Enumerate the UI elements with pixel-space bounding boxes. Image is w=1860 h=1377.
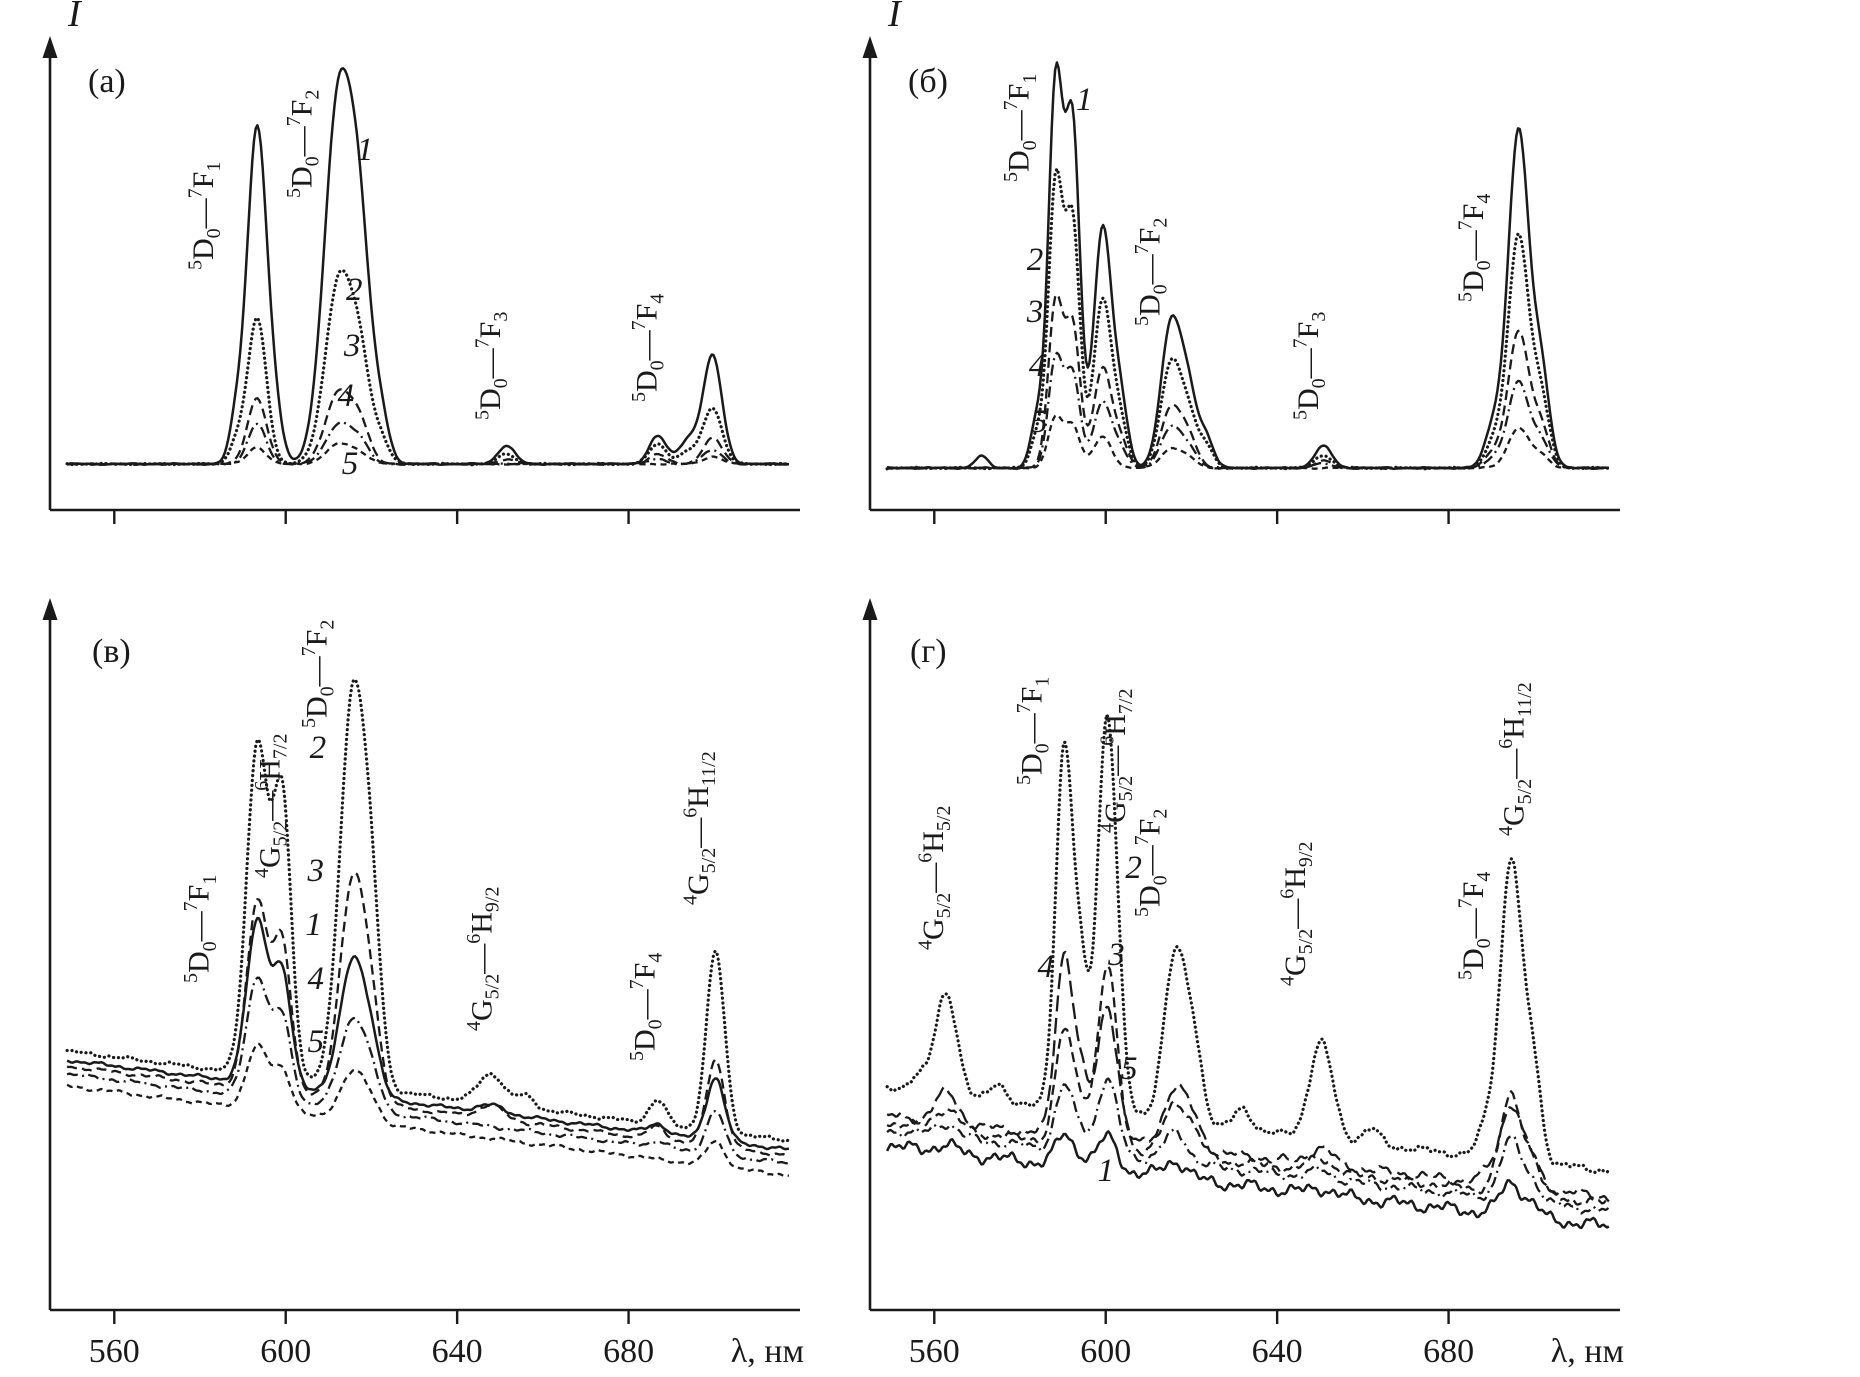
curve-number-label: 3: [343, 328, 361, 364]
x-tick-label: 600: [1080, 1333, 1131, 1370]
panel-label: (а): [88, 63, 126, 100]
y-axis-title: I: [67, 0, 83, 35]
x-axis-title: λ, нм: [731, 1333, 804, 1370]
peak-transition-label: 5D0—7F3: [1289, 312, 1330, 420]
peak-transition-label: 5D0—7F2: [298, 620, 339, 728]
peak-transition-label: 4G5/2—6H11/2: [1495, 682, 1536, 836]
peak-transition-label: 4G5/2—6H7/2: [251, 734, 292, 878]
spectrum-curve-1: [885, 1130, 1610, 1230]
x-tick-label: 600: [260, 1333, 311, 1370]
curve-number-label: 5: [342, 446, 359, 482]
curve-number-label: 4: [307, 961, 324, 997]
y-axis-arrowhead: [42, 36, 58, 58]
spectrum-curve-1: [66, 67, 790, 467]
spectrum-curve-4: [886, 950, 1610, 1203]
curve-number-label: 5: [307, 1024, 324, 1060]
peak-transition-label: 5D0—7F2: [283, 90, 324, 198]
spectrum-curve-2: [65, 268, 791, 467]
panel-label: (б): [908, 63, 948, 100]
spectrum-curve-4: [66, 976, 790, 1165]
x-tick-label: 560: [89, 1333, 140, 1370]
y-axis-title: I: [887, 0, 903, 35]
peak-transition-label: 5D0—7F2: [1131, 809, 1172, 917]
peak-transition-label: 4G5/2—6H5/2: [914, 806, 955, 950]
curve-number-label: 5: [1031, 404, 1048, 440]
panel-label: (г): [910, 633, 947, 670]
peak-transition-label: 5D0—7F1: [184, 162, 225, 270]
peak-transition-label: 5D0—7F4: [628, 294, 669, 402]
spectrum-curve-2: [65, 677, 791, 1143]
curve-number-label: 2: [310, 730, 327, 766]
curve-number-label: 4: [337, 378, 354, 414]
panel-label: (в): [92, 633, 131, 670]
x-tick-label: 560: [909, 1333, 960, 1370]
curve-number-label: 5: [1121, 1051, 1138, 1087]
y-axis-arrowhead: [862, 36, 878, 58]
peak-transition-label: 5D0—7F1: [1000, 74, 1041, 182]
y-axis-arrowhead: [862, 598, 878, 620]
peak-transition-label: 4G5/2—6H9/2: [463, 887, 504, 1031]
spectrum-curve-5: [887, 413, 1610, 470]
curve-number-label: 2: [1125, 850, 1142, 886]
curve-number-label: 4: [1029, 348, 1046, 384]
peak-transition-label: 5D0—7F4: [1454, 872, 1495, 980]
peak-transition-label: 5D0—7F2: [1131, 218, 1172, 326]
peak-transition-label: 5D0—7F1: [1013, 677, 1054, 785]
spectrum-curve-2: [885, 713, 1611, 1174]
x-tick-label: 680: [603, 1333, 654, 1370]
y-axis-arrowhead: [42, 598, 58, 620]
x-axis-title: λ, нм: [1551, 1333, 1624, 1370]
curve-number-label: 3: [1107, 937, 1125, 973]
x-tick-label: 640: [432, 1333, 483, 1370]
peak-transition-label: 5D0—7F4: [1454, 194, 1495, 302]
curve-number-label: 3: [1026, 294, 1044, 330]
curve-number-label: 1: [305, 907, 322, 943]
x-tick-label: 680: [1423, 1333, 1474, 1370]
peak-transition-label: 4G5/2—6H9/2: [1277, 842, 1318, 986]
peak-transition-label: 5D0—7F4: [626, 953, 667, 1061]
spectrum-curve-5: [886, 1077, 1610, 1215]
peak-transition-label: 4G5/2—6H11/2: [679, 751, 720, 905]
peak-transition-label: 5D0—7F3: [472, 312, 513, 420]
spectrum-curve-5: [66, 1042, 790, 1177]
spectrum-curve-3: [886, 965, 1610, 1206]
spectrum-curve-3: [66, 871, 790, 1158]
x-tick-label: 640: [1252, 1333, 1303, 1370]
peak-transition-label: 5D0—7F1: [180, 875, 221, 983]
curve-number-label: 1: [357, 132, 374, 168]
curve-number-label: 1: [1076, 82, 1093, 118]
curve-number-label: 4: [1037, 949, 1054, 985]
peak-transition-label: 4G5/2—6H7/2: [1097, 689, 1138, 833]
curve-number-label: 2: [1027, 242, 1044, 278]
spectrum-curve-1: [66, 916, 789, 1151]
curve-number-label: 1: [1097, 1153, 1114, 1189]
curve-number-label: 3: [306, 853, 324, 889]
spectrum-curve-4: [67, 420, 789, 466]
spectrum-curve-1: [886, 61, 1610, 471]
spectrum-curve-4: [886, 351, 1609, 470]
spectrum-curve-5: [66, 441, 790, 466]
curve-number-label: 2: [346, 272, 363, 308]
